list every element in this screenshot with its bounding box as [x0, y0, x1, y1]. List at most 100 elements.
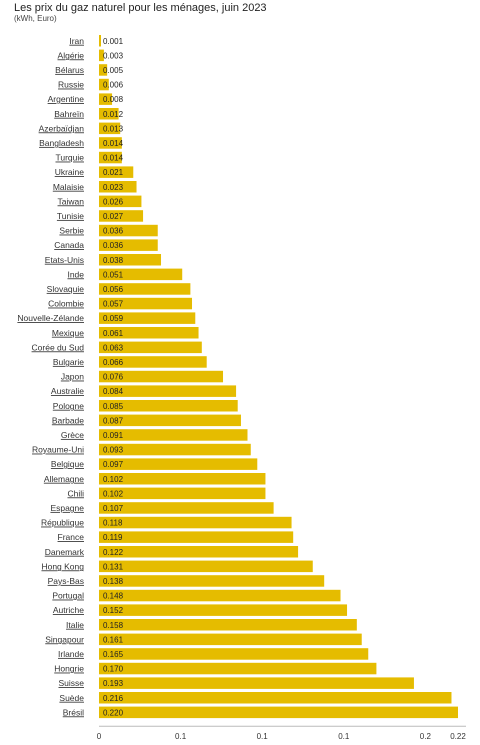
x-tick-label: 0.1 — [257, 732, 269, 741]
value-label: 0.152 — [103, 606, 124, 615]
bar — [99, 78, 109, 91]
bar — [99, 575, 325, 587]
category-label: Mexique — [52, 328, 84, 338]
value-label: 0.014 — [103, 139, 124, 148]
chart-subtitle: (kWh, Euro) — [14, 14, 57, 23]
value-label: 0.085 — [103, 402, 124, 411]
category-label: Singapour — [45, 634, 84, 644]
category-label: Hong Kong — [41, 561, 84, 571]
value-label: 0.091 — [103, 431, 124, 440]
category-label: Irlande — [58, 649, 84, 659]
value-label: 0.161 — [103, 635, 124, 644]
bar — [99, 429, 248, 441]
chart-title: Les prix du gaz naturel pour les ménages… — [14, 2, 267, 14]
value-label: 0.023 — [103, 183, 124, 192]
bar — [99, 560, 313, 573]
value-label: 0.036 — [103, 241, 124, 250]
category-label: Hongrie — [54, 664, 84, 674]
value-label: 0.165 — [103, 650, 124, 659]
bar — [99, 93, 113, 105]
bar — [99, 516, 292, 529]
value-label: 0.148 — [103, 592, 124, 601]
category-label: Allemagne — [44, 474, 84, 484]
value-label: 0.027 — [103, 212, 124, 221]
value-label: 0.066 — [103, 358, 124, 367]
category-label: Azerbaïdjan — [39, 123, 85, 133]
bar — [99, 122, 121, 135]
bar — [99, 283, 191, 295]
category-label: République — [41, 518, 84, 528]
category-label: Pays-Bas — [48, 576, 84, 586]
bar — [99, 648, 369, 660]
bar — [99, 633, 362, 646]
category-label: Serbie — [59, 226, 84, 236]
value-label: 0.097 — [103, 460, 124, 469]
bar — [99, 487, 266, 500]
category-label: France — [58, 532, 85, 542]
category-label: Etats-Unis — [45, 255, 84, 265]
value-label: 0.061 — [103, 329, 124, 338]
category-label: Argentine — [48, 94, 85, 104]
bar — [99, 327, 199, 339]
category-label: Algérie — [58, 50, 85, 60]
bar — [99, 400, 238, 412]
value-label: 0.056 — [103, 285, 124, 294]
category-label: Ukraine — [55, 167, 85, 177]
bar — [99, 706, 458, 719]
value-label: 0.158 — [103, 621, 124, 630]
category-label: Royaume-Uni — [32, 445, 84, 455]
category-label: Pologne — [53, 401, 84, 411]
x-tick-label: 0.22 — [450, 732, 466, 741]
category-label: Portugal — [52, 591, 84, 601]
x-tick-label: 0.1 — [175, 732, 187, 741]
category-label: Taiwan — [58, 196, 85, 206]
bar — [99, 589, 341, 602]
category-label: Malaisie — [53, 182, 84, 192]
value-label: 0.102 — [103, 489, 124, 498]
category-label: Grèce — [61, 430, 84, 440]
bar — [99, 210, 144, 222]
value-label: 0.021 — [103, 168, 124, 177]
value-label: 0.131 — [103, 562, 124, 571]
category-label: Nouvelle-Zélande — [17, 313, 84, 323]
category-labels: Iran Algérie Bélarus Russie Argentine Bahreïn… — [17, 36, 84, 718]
value-label: 0.057 — [103, 300, 124, 309]
bar — [99, 224, 158, 237]
bar — [99, 502, 274, 514]
value-label: 0.005 — [103, 66, 124, 75]
bar — [99, 677, 414, 689]
bar — [99, 195, 142, 208]
value-label: 0.087 — [103, 416, 124, 425]
category-label: Chili — [67, 488, 84, 498]
bar — [99, 151, 122, 164]
value-labels: 0.001 0.003 0.005 0.006 0.008 0.012 0.013 0.014… — [103, 37, 124, 718]
category-label: Barbade — [52, 415, 84, 425]
bar — [99, 531, 294, 543]
value-label: 0.014 — [103, 154, 124, 163]
value-label: 0.076 — [103, 373, 124, 382]
category-label: Italie — [66, 620, 84, 630]
value-label: 0.026 — [103, 197, 124, 206]
value-label: 0.003 — [103, 51, 124, 60]
category-label: Slovaquie — [47, 284, 85, 294]
value-label: 0.107 — [103, 504, 124, 513]
category-label: Corée du Sud — [32, 342, 85, 352]
bar — [99, 181, 137, 193]
category-label: Iran — [69, 36, 84, 46]
bar — [99, 662, 377, 675]
bar — [99, 254, 162, 266]
category-label: Japon — [61, 372, 84, 382]
bar — [99, 312, 196, 324]
x-tick-label: 0.2 — [420, 732, 432, 741]
bar — [99, 137, 122, 149]
bar — [99, 297, 193, 310]
category-label: Danemark — [45, 547, 85, 557]
category-label: Suisse — [58, 678, 84, 688]
x-axis-ticks: 0 0.1 0.1 0.1 0.2 0.22 — [97, 732, 467, 741]
value-label: 0.006 — [103, 81, 124, 90]
x-tick-label: 0.1 — [338, 732, 350, 741]
category-label: Bahreïn — [54, 109, 84, 119]
category-label: Espagne — [50, 503, 84, 513]
bar — [99, 443, 251, 456]
bar — [99, 268, 183, 281]
